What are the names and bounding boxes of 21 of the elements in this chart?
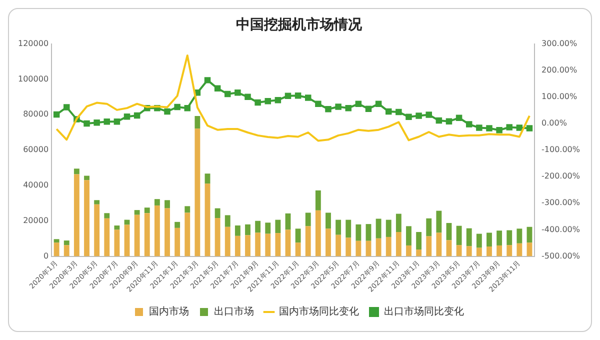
y-tick-label: 80000	[23, 110, 49, 119]
legend-label: 出口市场	[214, 306, 254, 318]
y-tick-label: 20000	[23, 216, 49, 225]
y2-tick-label: -200.00%	[542, 172, 580, 181]
y2-tick-label: -300.00%	[542, 198, 580, 208]
y2-tick-label: 0.00%	[542, 118, 568, 128]
legend-label: 国内市场	[149, 306, 189, 318]
y-tick-label: 120000	[18, 38, 49, 48]
y2-tick-label: -500.00%	[542, 251, 580, 260]
y2-tick-label: 300.00%	[542, 38, 578, 48]
y-tick-label: 60000	[23, 145, 49, 154]
chart-title: 中国挖掘机市场情况	[236, 16, 363, 34]
legend-label: 出口市场同比变化	[384, 306, 464, 318]
y2-tick-label: -400.00%	[542, 224, 580, 234]
y2-tick-label: -100.00%	[542, 145, 580, 154]
y2-tick-label: 200.00%	[542, 65, 578, 74]
legend-label: 国内市场同比变化	[279, 306, 359, 318]
y2-tick-label: 100.00%	[542, 92, 578, 101]
y-tick-label: 100000	[18, 74, 49, 84]
y-tick-label: 0	[43, 251, 49, 260]
y-tick-label: 40000	[23, 180, 49, 190]
